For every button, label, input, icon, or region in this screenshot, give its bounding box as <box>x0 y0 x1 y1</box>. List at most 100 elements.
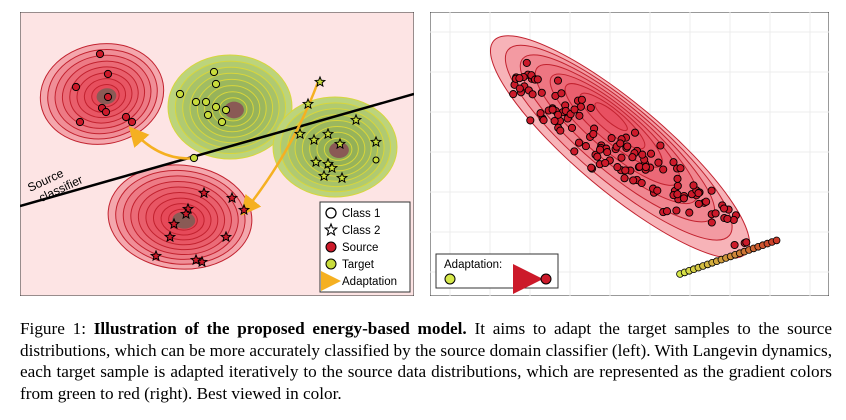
legend-label-class2: Class 2 <box>342 225 380 237</box>
data-point-star <box>333 137 347 150</box>
data-point <box>656 141 665 150</box>
data-point <box>550 116 559 126</box>
source-points <box>509 58 751 250</box>
data-point <box>673 181 682 190</box>
data-point-star <box>309 155 323 168</box>
target-cluster-class1 <box>167 54 293 160</box>
data-point <box>75 117 85 127</box>
data-point <box>515 84 524 93</box>
data-point-star <box>179 207 193 220</box>
data-point-star <box>321 127 335 140</box>
data-point <box>175 89 185 99</box>
legend-label-adaptation: Adaptation <box>342 276 397 288</box>
caption-text: It aims to adapt the target samples to t… <box>20 319 832 403</box>
data-point <box>694 189 703 198</box>
data-point-star <box>293 127 307 140</box>
data-point-star <box>167 217 181 230</box>
source-points-class1 <box>71 49 137 127</box>
data-point <box>537 88 546 97</box>
data-point <box>719 204 729 213</box>
data-point <box>730 240 739 250</box>
data-point-star <box>349 113 363 126</box>
data-point <box>570 105 579 114</box>
right-langevin-plot: Adaptation: <box>430 12 829 296</box>
data-point-star <box>219 230 233 243</box>
data-point <box>689 181 698 190</box>
data-point <box>553 76 563 85</box>
data-point <box>586 103 595 112</box>
data-point <box>71 82 81 92</box>
data-point <box>679 194 688 203</box>
data-point <box>723 214 732 223</box>
data-point <box>673 190 682 199</box>
data-point <box>685 208 694 217</box>
data-point <box>515 74 524 83</box>
caption-prefix: Figure 1: <box>20 319 94 338</box>
data-point <box>707 186 716 195</box>
data-point-star <box>163 230 177 243</box>
data-point <box>672 206 681 215</box>
data-point <box>209 67 219 77</box>
data-point <box>620 174 629 183</box>
data-point <box>221 105 231 115</box>
data-point <box>621 166 630 175</box>
data-point-star <box>335 171 349 184</box>
data-point-star <box>149 249 163 262</box>
data-point <box>654 158 663 167</box>
legend-label-source: Source <box>342 242 378 254</box>
data-point <box>539 116 548 125</box>
data-point <box>95 49 105 59</box>
data-point-star <box>181 202 195 215</box>
data-point <box>574 138 584 147</box>
data-point <box>211 79 221 89</box>
data-point <box>673 174 682 183</box>
data-point <box>103 69 113 79</box>
contour-core <box>172 211 196 229</box>
data-point <box>577 95 586 104</box>
adapted-target-points <box>676 236 781 278</box>
data-point <box>526 116 535 125</box>
legend-label-target: Target <box>342 259 375 271</box>
data-point <box>528 90 537 99</box>
data-point <box>676 164 685 173</box>
target-points-class1 <box>175 67 231 163</box>
green-dot-icon <box>325 258 337 270</box>
data-point <box>595 145 605 154</box>
start-dot-icon <box>444 273 456 285</box>
data-point <box>575 111 584 120</box>
source-points-class2 <box>149 186 251 268</box>
data-point-star <box>301 97 315 110</box>
left-legend: Class 1 Class 2 Source Target Adaptation <box>319 201 411 293</box>
data-point <box>536 109 545 118</box>
data-point <box>191 97 201 107</box>
source-cluster-class2 <box>107 164 253 270</box>
data-point-star <box>189 253 203 266</box>
data-point-star <box>197 186 211 199</box>
adaptation-legend-label: Adaptation: <box>444 259 502 271</box>
data-point <box>607 134 616 143</box>
data-point <box>101 107 111 117</box>
data-point <box>372 156 380 164</box>
data-point <box>641 162 650 172</box>
data-point-star <box>313 75 327 88</box>
target-points-class2 <box>293 75 383 184</box>
data-point <box>587 163 596 172</box>
data-point <box>217 117 227 127</box>
data-point-star <box>225 191 239 204</box>
data-point <box>601 158 610 168</box>
data-point <box>557 89 566 98</box>
data-point <box>662 207 672 216</box>
end-dot-icon <box>540 273 552 285</box>
data-point <box>711 209 720 218</box>
data-point-star <box>369 135 383 148</box>
data-point <box>211 102 221 112</box>
data-point <box>616 139 625 148</box>
data-point <box>702 197 711 206</box>
data-point-star <box>317 169 331 182</box>
data-point <box>603 148 612 157</box>
data-point <box>646 149 656 158</box>
data-point <box>581 142 590 151</box>
left-illustration: Source classifier Class 1 Class 2 Source… <box>20 12 414 296</box>
data-point <box>707 218 716 227</box>
data-point <box>522 58 531 67</box>
